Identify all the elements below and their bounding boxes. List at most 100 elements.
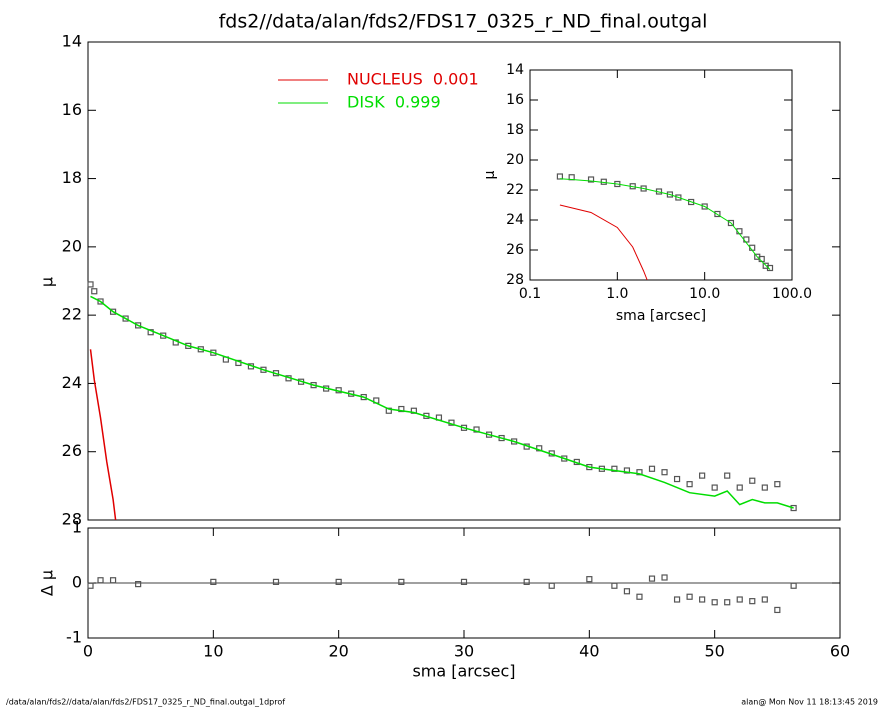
x-tick-label: 30 bbox=[454, 642, 474, 661]
data-point bbox=[724, 599, 731, 606]
x-tick-label: 60 bbox=[830, 642, 850, 661]
data-point bbox=[87, 281, 94, 288]
data-line bbox=[559, 178, 771, 270]
data-point bbox=[790, 504, 797, 512]
data-point bbox=[675, 194, 682, 201]
data-point bbox=[699, 472, 706, 479]
data-point bbox=[398, 405, 405, 413]
data-point bbox=[97, 298, 104, 305]
y-tick-label: 14 bbox=[62, 32, 82, 51]
x-tick-label: 50 bbox=[704, 642, 724, 661]
y-tick-label: 1 bbox=[72, 518, 82, 537]
y-tick-label: 18 bbox=[62, 168, 82, 187]
x-tick-label: 10.0 bbox=[689, 286, 720, 302]
x-tick-label: 0.1 bbox=[519, 286, 541, 302]
data-point bbox=[623, 588, 631, 595]
data-point bbox=[210, 578, 217, 586]
data-point bbox=[548, 582, 555, 589]
data-point bbox=[587, 176, 595, 183]
data-point bbox=[736, 596, 743, 603]
y-tick-label: 28 bbox=[62, 510, 82, 529]
y-tick-label: 16 bbox=[506, 92, 524, 108]
plot-frame bbox=[87, 41, 841, 521]
data-point bbox=[673, 596, 681, 603]
data-point bbox=[160, 332, 167, 339]
y-tick-label: 22 bbox=[62, 305, 82, 324]
data-point bbox=[335, 578, 342, 586]
y-tick-label: 18 bbox=[506, 122, 524, 138]
data-line bbox=[89, 349, 117, 520]
data-point bbox=[661, 574, 668, 581]
y-tick-label: 28 bbox=[506, 272, 524, 288]
data-point bbox=[673, 475, 681, 483]
data-point bbox=[561, 455, 568, 462]
data-point bbox=[109, 577, 117, 584]
y-tick-label: 20 bbox=[62, 236, 82, 255]
y-tick-label: 26 bbox=[62, 441, 82, 460]
data-point bbox=[109, 308, 117, 315]
data-point bbox=[699, 596, 706, 603]
data-point bbox=[272, 578, 280, 586]
y-tick-label: 14 bbox=[506, 62, 524, 78]
plot-frame bbox=[529, 69, 793, 281]
data-point bbox=[736, 484, 743, 491]
x-tick-label: 20 bbox=[328, 642, 348, 661]
data-point bbox=[727, 219, 735, 227]
x-axis-label: sma [arcsec] bbox=[412, 662, 515, 681]
data-point bbox=[724, 472, 731, 479]
x-tick-label: 100.0 bbox=[772, 286, 812, 302]
data-point bbox=[135, 580, 142, 588]
data-point bbox=[666, 191, 674, 198]
data-point bbox=[636, 469, 643, 476]
data-point bbox=[97, 577, 104, 584]
data-point bbox=[87, 582, 94, 589]
x-tick-label: 40 bbox=[579, 642, 599, 661]
y-tick-label: 0 bbox=[72, 573, 82, 592]
data-point bbox=[586, 576, 593, 583]
data-line bbox=[559, 204, 648, 280]
legend-label: DISK 0.999 bbox=[347, 93, 441, 112]
x-tick-label: 1.0 bbox=[606, 286, 628, 302]
data-line bbox=[90, 295, 794, 509]
data-point bbox=[711, 484, 718, 491]
y-tick-label: 26 bbox=[506, 242, 524, 258]
data-point bbox=[648, 465, 656, 472]
data-point bbox=[761, 596, 768, 603]
data-point bbox=[623, 467, 631, 474]
data-point bbox=[648, 575, 656, 582]
data-point bbox=[686, 481, 693, 488]
data-point bbox=[774, 481, 781, 488]
y-axis-label: μ bbox=[482, 170, 498, 179]
data-point bbox=[91, 288, 98, 295]
data-point bbox=[790, 582, 797, 589]
y-tick-label: 16 bbox=[62, 100, 82, 119]
y-tick-label: 20 bbox=[506, 152, 524, 168]
data-point bbox=[235, 359, 242, 367]
footer-left: /data/alan/fds2//data/alan/fds2/FDS17_03… bbox=[6, 698, 285, 707]
data-point bbox=[714, 210, 721, 218]
data-point bbox=[661, 469, 668, 476]
data-point bbox=[711, 599, 718, 606]
data-point bbox=[761, 484, 768, 491]
data-point bbox=[135, 322, 142, 329]
data-point bbox=[749, 477, 756, 484]
y-axis-label: μ bbox=[38, 277, 57, 287]
x-tick-label: 0 bbox=[83, 642, 93, 661]
data-point bbox=[523, 578, 530, 586]
data-point bbox=[749, 598, 756, 605]
chart-title: fds2//data/alan/fds2/FDS17_0325_r_ND_fin… bbox=[219, 11, 708, 33]
x-axis-label: sma [arcsec] bbox=[616, 308, 706, 324]
y-tick-label: 22 bbox=[506, 182, 524, 198]
y-tick-label: -1 bbox=[66, 628, 82, 647]
x-tick-label: 10 bbox=[203, 642, 223, 661]
legend-label: NUCLEUS 0.001 bbox=[347, 70, 479, 89]
data-point bbox=[611, 465, 618, 472]
data-point bbox=[122, 315, 129, 322]
y-tick-label: 24 bbox=[62, 373, 82, 392]
data-point bbox=[688, 198, 695, 206]
data-point bbox=[766, 264, 774, 272]
data-point bbox=[536, 445, 543, 452]
data-point bbox=[686, 593, 693, 600]
